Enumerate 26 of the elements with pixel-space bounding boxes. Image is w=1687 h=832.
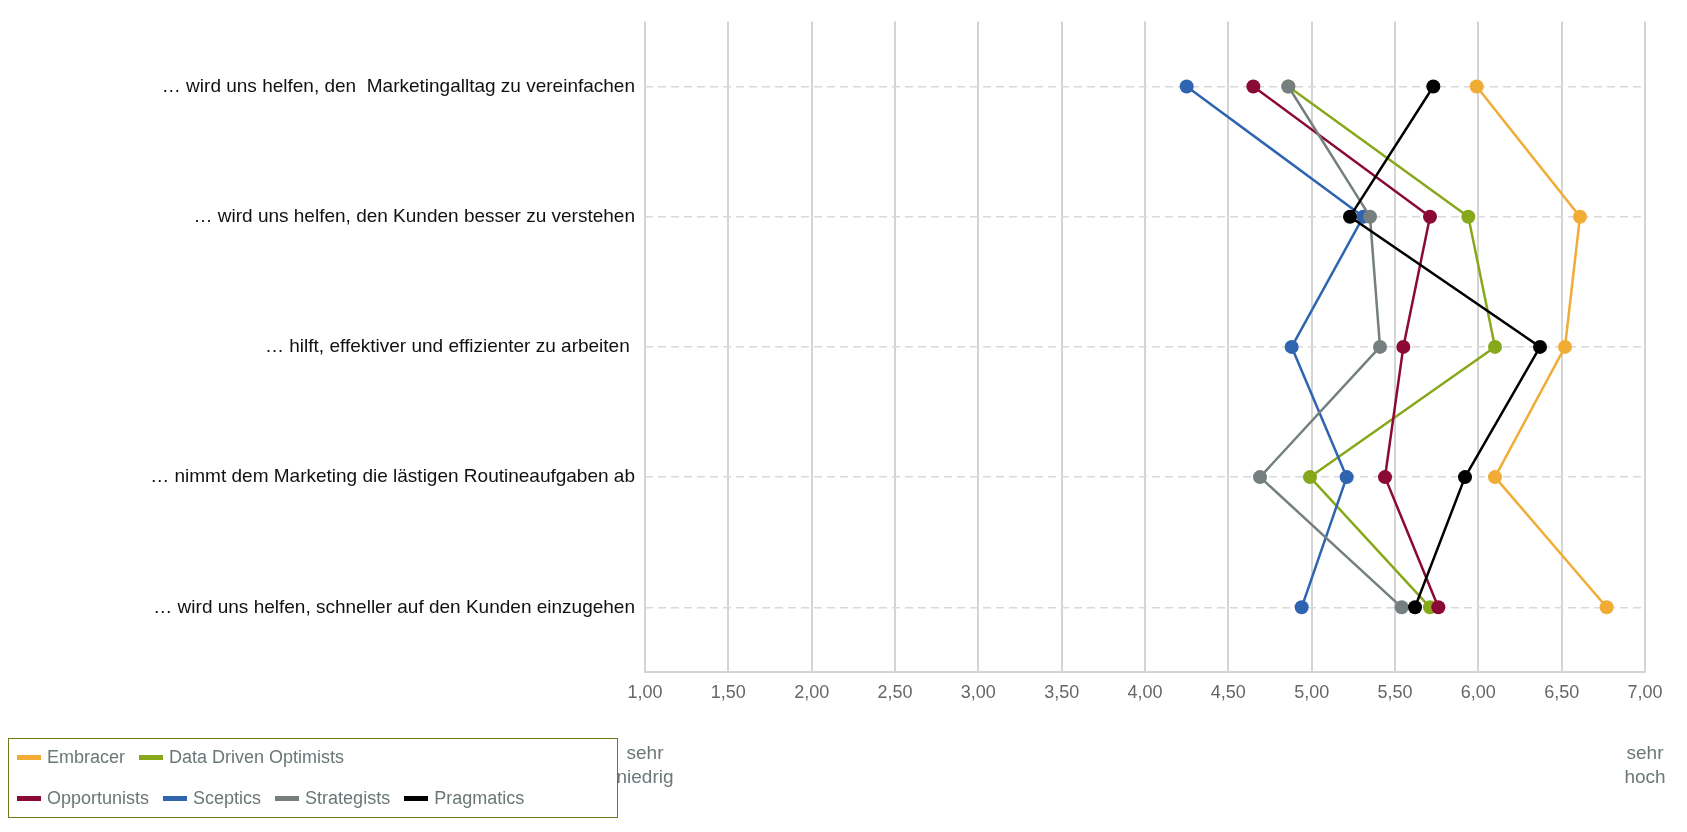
text: sehr niedrig	[616, 742, 674, 788]
legend-label: Opportunists	[47, 788, 150, 809]
legend-label: Embracer	[47, 747, 126, 768]
y-tick-label: … hilft, effektiver und effizienter zu arbeiten	[265, 335, 635, 357]
y-tick-label: … wird uns helfen, schneller auf den Kunden einzugehen	[153, 595, 635, 617]
legend-label: Pragmatics	[434, 788, 525, 809]
x-tick-label: 2,00	[794, 682, 830, 703]
x-tick-label: 5,00	[1294, 682, 1330, 703]
x-tick-label: 1,00	[627, 682, 663, 703]
y-tick-label: … wird uns helfen, den Kunden besser zu verstehen	[193, 204, 635, 226]
x-tick-label: 6,00	[1460, 682, 1496, 703]
x-tick-label: 7,00	[1627, 682, 1663, 703]
x-tick-label: 3,00	[960, 682, 996, 703]
x-tick-label: 2,50	[877, 682, 913, 703]
text: sehr hoch	[1624, 742, 1666, 788]
x-tick-label: 6,50	[1544, 682, 1580, 703]
legend-label: Sceptics	[193, 788, 262, 809]
x-tick-label: 4,00	[1127, 682, 1163, 703]
legend-label: Strategists	[305, 788, 391, 809]
x-tick-label: 1,50	[710, 682, 746, 703]
legend-label: Data Driven Optimists	[169, 747, 345, 768]
y-tick-label: … wird uns helfen, den Marketingalltag zu vereinfachen	[161, 74, 635, 96]
x-tick-label: 3,50	[1044, 682, 1080, 703]
y-tick-label: … nimmt dem Marketing die lästigen Routineaufgaben ab	[150, 465, 635, 487]
x-tick-label: 4,50	[1210, 682, 1246, 703]
x-tick-label: 5,50	[1377, 682, 1413, 703]
